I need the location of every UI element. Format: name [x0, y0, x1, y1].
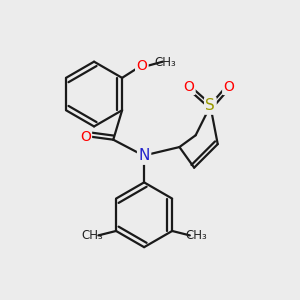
Text: CH₃: CH₃	[155, 56, 177, 69]
Text: O: O	[224, 80, 234, 94]
Text: CH₃: CH₃	[81, 229, 103, 242]
Text: O: O	[136, 59, 147, 73]
Text: O: O	[80, 130, 91, 144]
Text: CH₃: CH₃	[185, 229, 207, 242]
Text: S: S	[206, 98, 215, 113]
Text: N: N	[138, 148, 150, 164]
Text: O: O	[183, 80, 194, 94]
